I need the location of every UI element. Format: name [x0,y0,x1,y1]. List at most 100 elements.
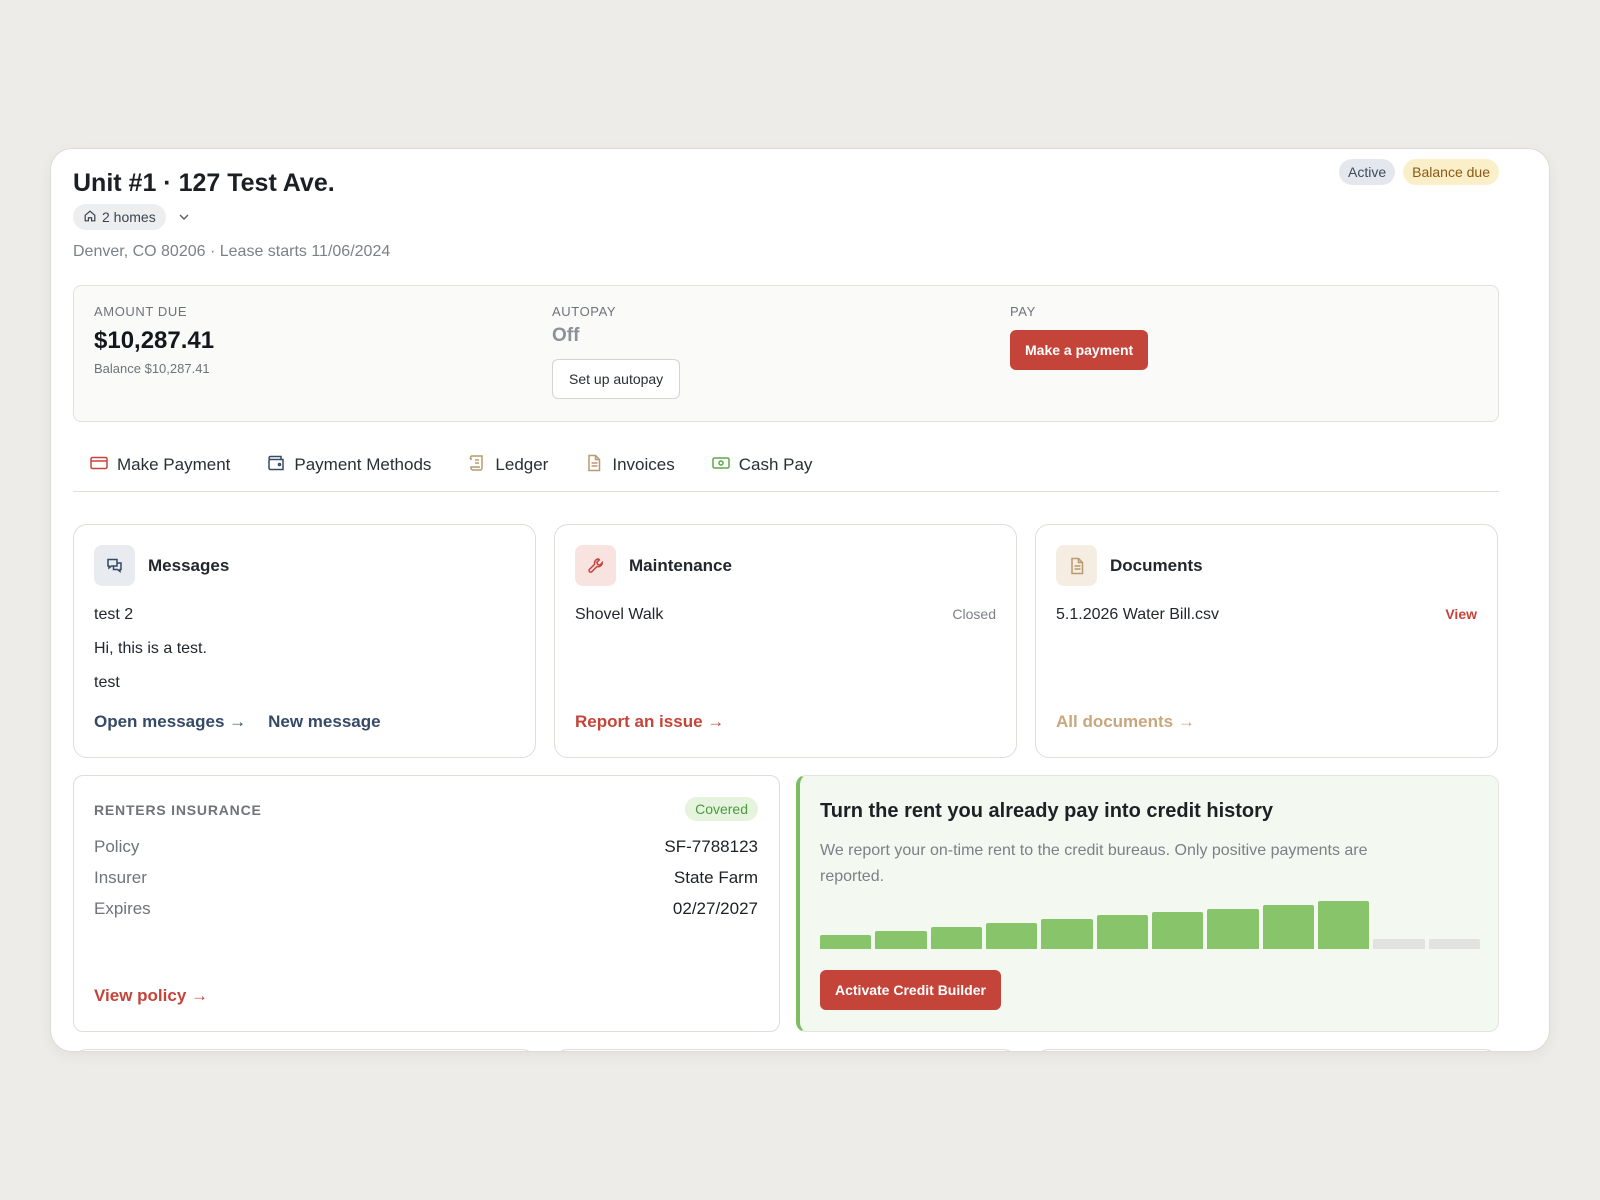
maintenance-list: Shovel Walk Closed [575,606,996,640]
detail-key: Expires [94,899,151,918]
amount-due-label: AMOUNT DUE [94,304,188,319]
status-badge-balance-due: Balance due [1403,159,1499,185]
homes-row: 2 homes [73,204,192,230]
request-status: Closed [952,606,996,622]
request-title: Shovel Walk [575,606,664,623]
credit-description: We report your on-time rent to the credi… [820,842,1368,885]
credit-history-bar [1152,911,1204,949]
maintenance-footer: Report an issue → [575,712,724,732]
home-icon [83,209,97,226]
messages-title: Messages [148,555,230,575]
autopay-label: AUTOPAY [552,304,617,319]
detail-key: Policy [94,837,140,856]
next-row-card [1035,1049,1498,1051]
pay-label: PAY [1010,304,1036,319]
cash-icon [711,453,731,478]
credit-history-bar [875,930,927,949]
chevron-down-icon[interactable] [176,209,192,225]
list-item[interactable]: Hi, this is a test. [94,640,515,674]
tab-make-payment[interactable]: Make Payment [89,447,230,483]
activate-credit-builder-button[interactable]: Activate Credit Builder [820,970,1001,1010]
lease-card-inner: Unit #1 · 127 Test Ave. 2 homes Denver, … [73,149,1499,1051]
insurance-details: Policy SF-7788123 Insurer State Farm Exp… [94,834,758,927]
setup-autopay-button[interactable]: Set up autopay [552,359,681,399]
messages-footer: Open messages → New message [94,712,381,732]
message-preview: Hi, this is a test. [94,640,207,657]
credit-history-bar [820,934,872,949]
expires-row: Expires 02/27/2027 [94,896,758,927]
page-title: Unit #1 · 127 Test Ave. [73,169,335,197]
message-preview: test [94,674,120,691]
insurer-row: Insurer State Farm [94,865,758,896]
document-icon [1056,545,1097,586]
maintenance-widget: Maintenance Shovel Walk Closed Report an… [554,524,1017,758]
detail-value: State Farm [673,868,758,887]
credit-history-bar [1041,919,1093,949]
payment-summary: AMOUNT DUE $10,287.41 Balance $10,287.41… [73,285,1499,422]
credit-title: Turn the rent you already pay into credi… [820,800,1274,822]
tab-label: Cash Pay [738,455,813,474]
messages-header: Messages [94,545,229,586]
next-row-card [73,1049,536,1051]
tab-label: Invoices [612,455,675,474]
tab-invoices[interactable]: Invoices [584,447,675,483]
lease-subline: Denver, CO 80206 · Lease starts 11/06/20… [73,243,391,260]
credit-history-bar [1207,908,1259,949]
list-item[interactable]: test 2 [94,606,515,640]
wallet-icon [266,453,286,478]
report-issue-link[interactable]: Report an issue → [575,712,725,731]
credit-history-bar [1096,915,1148,949]
homes-label: 2 homes [102,209,156,225]
all-documents-link[interactable]: All documents → [1056,712,1195,731]
scroll-icon [467,453,487,478]
coverage-badge: Covered [685,797,758,821]
detail-value: SF-7788123 [664,837,758,856]
open-messages-link[interactable]: Open messages → [94,712,247,731]
credit-history-bar [1262,904,1314,949]
homes-selector[interactable]: 2 homes [73,204,166,230]
tab-label: Payment Methods [294,455,432,474]
documents-widget: Documents 5.1.2026 Water Bill.csv View A… [1035,524,1498,758]
autopay-status: Off [552,325,580,346]
message-preview: test 2 [94,606,134,623]
list-item: 5.1.2026 Water Bill.csv View [1056,606,1477,640]
maintenance-header: Maintenance [575,545,732,586]
renters-insurance-card: RENTERS INSURANCE Covered Policy SF-7788… [73,775,780,1032]
list-item[interactable]: Shovel Walk Closed [575,606,996,640]
view-policy-link[interactable]: View policy → [94,986,209,1005]
credit-history-bar [930,926,982,949]
maintenance-title: Maintenance [629,555,732,575]
insurance-label: RENTERS INSURANCE [94,802,262,818]
credit-history-bar [986,923,1038,949]
chat-icon [94,545,135,586]
messages-list: test 2 Hi, this is a test. test [94,606,515,708]
credit-history-bar [1373,939,1425,949]
amount-due-value: $10,287.41 [94,327,215,354]
credit-history-bars [820,901,1480,949]
detail-value: 02/27/2027 [672,899,758,918]
tab-label: Make Payment [117,455,231,474]
action-tabs: Make Payment Payment Methods Ledger Invo… [73,447,1499,492]
amount-due-section: AMOUNT DUE $10,287.41 Balance $10,287.41 [94,304,214,376]
lease-card: Unit #1 · 127 Test Ave. 2 homes Denver, … [50,148,1550,1052]
make-payment-button[interactable]: Make a payment [1010,330,1149,370]
tab-payment-methods[interactable]: Payment Methods [266,447,431,483]
pay-section: PAY Make a payment [1010,304,1149,370]
status-badge-active: Active [1339,159,1396,185]
documents-title: Documents [1110,555,1203,575]
documents-list: 5.1.2026 Water Bill.csv View [1056,606,1477,640]
list-item[interactable]: test [94,674,515,708]
card-icon [89,453,109,478]
document-icon [584,453,604,478]
tab-label: Ledger [495,455,549,474]
messages-widget: Messages test 2 Hi, this is a test. test… [73,524,536,758]
tab-cash-pay[interactable]: Cash Pay [711,447,813,483]
document-name: 5.1.2026 Water Bill.csv [1056,606,1220,623]
new-message-link[interactable]: New message [268,712,381,731]
credit-builder-card: Turn the rent you already pay into credi… [796,775,1499,1032]
credit-history-bar [1428,939,1480,949]
next-row-card [554,1049,1017,1051]
tab-ledger[interactable]: Ledger [467,447,548,483]
view-document-link[interactable]: View [1445,606,1477,622]
autopay-section: AUTOPAY Off Set up autopay [552,304,681,399]
